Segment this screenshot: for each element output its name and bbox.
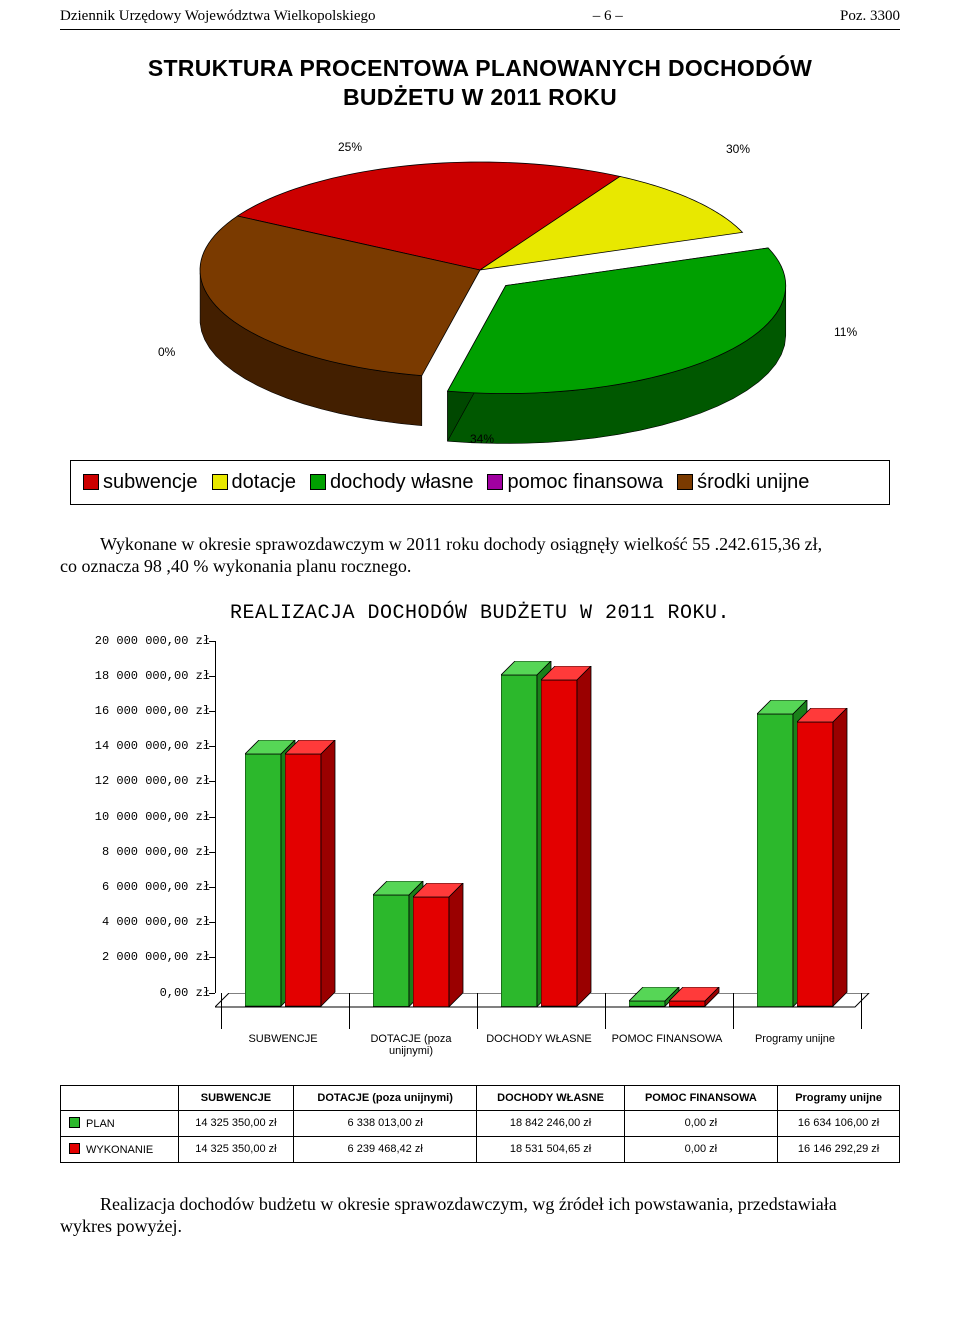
- legend-swatch: [69, 1143, 80, 1154]
- y-tick-label: 8 000 000,00 zł: [60, 845, 210, 859]
- para2-line-a: Realizacja dochodów budżetu w okresie sp…: [100, 1194, 837, 1214]
- pie-slice-label: 34%: [470, 432, 494, 446]
- bar: [285, 740, 337, 1013]
- legend-label: środki unijne: [697, 471, 809, 493]
- category-label: DOCHODY WŁASNE: [481, 1033, 597, 1046]
- y-tick-label: 10 000 000,00 zł: [60, 810, 210, 824]
- pie-slice-label: 11%: [834, 325, 857, 339]
- category-label: DOTACJE (poza unijnymi): [353, 1033, 469, 1058]
- legend-item: środki unijne: [677, 471, 809, 494]
- pie-chart-title: STRUKTURA PROCENTOWA PLANOWANYCH DOCHODÓ…: [60, 54, 900, 112]
- bar: [669, 987, 721, 1013]
- pie-slice-label: 0%: [158, 345, 175, 359]
- legend-item: subwencje: [83, 471, 198, 494]
- table-corner-cell: [61, 1085, 179, 1110]
- category-label: POMOC FINANSOWA: [609, 1033, 725, 1046]
- legend-swatch: [487, 474, 503, 490]
- table-cell: 16 146 292,29 zł: [778, 1136, 900, 1162]
- table-cell: 16 634 106,00 zł: [778, 1110, 900, 1136]
- table-col-header: POMOC FINANSOWA: [624, 1085, 778, 1110]
- table-col-header: DOCHODY WŁASNE: [477, 1085, 624, 1110]
- table-row: PLAN 14 325 350,00 zł 6 338 013,00 zł 18…: [61, 1110, 900, 1136]
- para1-line-a: Wykonane w okresie sprawozdawczym w 2011…: [100, 534, 822, 554]
- bar-chart-title: REALIZACJA DOCHODÓW BUDŻETU W 2011 ROKU.: [60, 602, 900, 625]
- legend-swatch: [69, 1117, 80, 1128]
- table-col-header: DOTACJE (poza unijnymi): [293, 1085, 477, 1110]
- table-cell: 18 531 504,65 zł: [477, 1136, 624, 1162]
- table-col-header: Programy unijne: [778, 1085, 900, 1110]
- y-tick-label: 20 000 000,00 zł: [60, 634, 210, 648]
- header-left: Dziennik Urzędowy Województwa Wielkopols…: [60, 8, 375, 25]
- header-right: Poz. 3300: [840, 8, 900, 25]
- legend-label: dotacje: [232, 471, 297, 493]
- para2-line-b: wykres powyżej.: [60, 1216, 182, 1236]
- table-cell: 6 338 013,00 zł: [293, 1110, 477, 1136]
- category-label: SUBWENCJE: [225, 1033, 341, 1046]
- legend-label: subwencje: [103, 471, 198, 493]
- paragraph-2: Realizacja dochodów budżetu w okresie sp…: [60, 1193, 900, 1238]
- table-cell: 18 842 246,00 zł: [477, 1110, 624, 1136]
- legend-item: pomoc finansowa: [487, 471, 663, 494]
- bar: [413, 883, 465, 1014]
- pie-legend: subwencje dotacje dochody własne pomoc f…: [70, 460, 890, 505]
- y-tick-label: 6 000 000,00 zł: [60, 880, 210, 894]
- table-cell: 0,00 zł: [624, 1110, 778, 1136]
- table-cell: 14 325 350,00 zł: [179, 1136, 294, 1162]
- pie-slice-label: 25%: [338, 140, 362, 154]
- y-tick-label: 12 000 000,00 zł: [60, 774, 210, 788]
- bar: [797, 708, 849, 1013]
- pie-title-line2: BUDŻETU W 2011 ROKU: [60, 83, 900, 112]
- legend-item: dochody własne: [310, 471, 473, 494]
- pie-title-line1: STRUKTURA PROCENTOWA PLANOWANYCH DOCHODÓ…: [60, 54, 900, 83]
- y-tick-label: 14 000 000,00 zł: [60, 739, 210, 753]
- y-axis: [215, 641, 216, 993]
- pie-chart: 25% 11% 34% 0% 30%: [70, 120, 890, 450]
- table-col-header: SUBWENCJE: [179, 1085, 294, 1110]
- bar: [541, 666, 593, 1013]
- category-label: Programy unijne: [737, 1033, 853, 1046]
- table-row: WYKONANIE 14 325 350,00 zł 6 239 468,42 …: [61, 1136, 900, 1162]
- y-tick-label: 2 000 000,00 zł: [60, 950, 210, 964]
- bar-chart-data-table: SUBWENCJE DOTACJE (poza unijnymi) DOCHOD…: [60, 1085, 900, 1163]
- table-cell: 6 239 468,42 zł: [293, 1136, 477, 1162]
- y-tick-label: 0,00 zł: [60, 986, 210, 1000]
- row-header: WYKONANIE: [61, 1136, 179, 1162]
- table-cell: 14 325 350,00 zł: [179, 1110, 294, 1136]
- para1-line-b: co oznacza 98 ,40 % wykonania planu rocz…: [60, 556, 411, 576]
- row-header: PLAN: [61, 1110, 179, 1136]
- legend-swatch: [677, 474, 693, 490]
- pie-chart-svg: [70, 120, 890, 450]
- paragraph-1: Wykonane w okresie sprawozdawczym w 2011…: [60, 533, 900, 578]
- legend-item: dotacje: [212, 471, 297, 494]
- table-header-row: SUBWENCJE DOTACJE (poza unijnymi) DOCHOD…: [61, 1085, 900, 1110]
- legend-swatch: [212, 474, 228, 490]
- series-name: PLAN: [86, 1118, 115, 1130]
- bar-chart: 0,00 zł 2 000 000,00 zł 4 000 000,00 zł 6 0…: [60, 641, 900, 1081]
- header-center: – 6 –: [593, 8, 623, 25]
- legend-swatch: [83, 474, 99, 490]
- y-tick-label: 18 000 000,00 zł: [60, 669, 210, 683]
- y-tick-label: 4 000 000,00 zł: [60, 915, 210, 929]
- legend-label: pomoc finansowa: [507, 471, 663, 493]
- series-name: WYKONANIE: [86, 1144, 153, 1156]
- legend-swatch: [310, 474, 326, 490]
- page-header: Dziennik Urzędowy Województwa Wielkopols…: [60, 0, 900, 30]
- pie-slice-label: 30%: [726, 142, 750, 156]
- legend-label: dochody własne: [330, 471, 473, 493]
- y-tick-label: 16 000 000,00 zł: [60, 704, 210, 718]
- table-cell: 0,00 zł: [624, 1136, 778, 1162]
